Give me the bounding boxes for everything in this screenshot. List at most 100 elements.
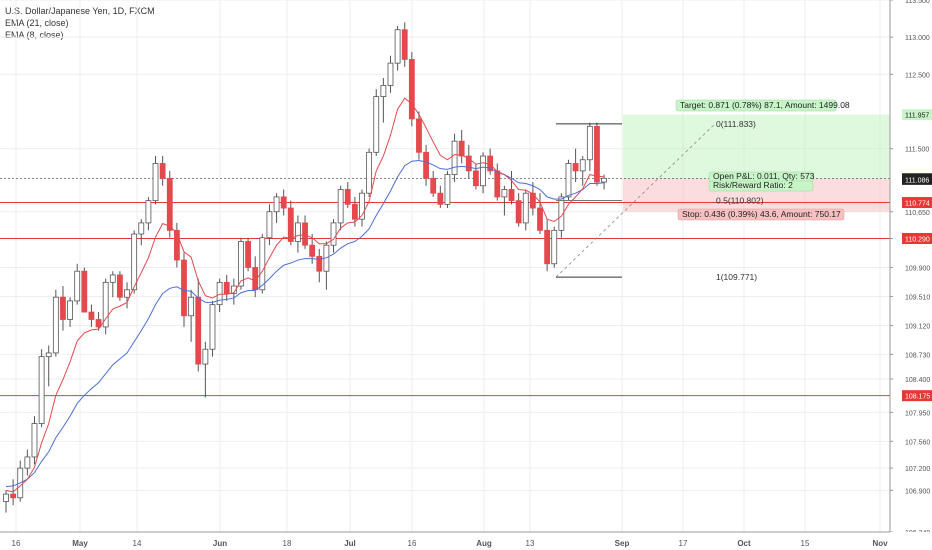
candle-body: [458, 140, 465, 157]
candle-body: [252, 267, 259, 291]
time-tick-label: Jun: [213, 539, 227, 548]
fib-trend-line: [555, 123, 716, 278]
price-label: 110.290: [905, 237, 930, 244]
candle-body: [423, 151, 429, 179]
candle-body: [195, 296, 202, 365]
stop-label-box: [677, 208, 845, 221]
candle-body: [387, 62, 394, 86]
candle: [245, 237, 251, 272]
candle-body: [266, 211, 273, 239]
price-tick-label: 108.730: [905, 352, 930, 359]
price-axis-bg: [890, 0, 932, 532]
candle-body: [173, 229, 180, 261]
candle: [209, 300, 216, 357]
candle-body: [302, 222, 308, 246]
candle-body: [74, 270, 81, 302]
candle: [551, 226, 558, 268]
candle-body: [408, 59, 415, 120]
price-label: 111.957: [905, 113, 929, 120]
candle: [544, 219, 551, 272]
candle-body: [280, 196, 287, 209]
candle: [522, 189, 529, 231]
candle: [266, 204, 273, 246]
candle-body: [522, 192, 529, 224]
candle: [565, 159, 572, 201]
candle: [451, 133, 458, 183]
candle-body: [145, 200, 152, 224]
candle-body: [166, 177, 173, 231]
price-label-box: [902, 197, 932, 209]
candle-body: [102, 281, 109, 328]
candle-body: [245, 241, 251, 268]
candle-body: [10, 493, 17, 499]
candle: [109, 271, 116, 298]
candle: [337, 185, 344, 231]
candle: [366, 148, 373, 197]
candle-body: [81, 270, 88, 313]
price-tick-label: 107.950: [905, 410, 930, 417]
price-label-box: [902, 233, 932, 245]
ema8-line: [5, 97, 605, 493]
candle: [473, 163, 479, 190]
fib-level-label: 0.5(110.802): [716, 195, 764, 205]
price-label: 108.175: [905, 394, 930, 401]
candle-body: [494, 170, 501, 198]
candle-body: [60, 296, 66, 320]
candle: [444, 170, 451, 209]
candle: [131, 230, 138, 294]
candle: [31, 416, 38, 465]
candle: [81, 267, 88, 313]
candle-body: [287, 207, 294, 242]
candle: [401, 22, 408, 67]
candle-body: [586, 125, 593, 161]
time-tick-label: 18: [283, 539, 292, 548]
stop-label: Stop: 0.436 (0.39%) 43.6, Amount: 750.17: [682, 209, 841, 219]
candle: [380, 78, 387, 123]
candle: [437, 185, 444, 209]
price-label: 110.774: [905, 201, 930, 208]
candle: [359, 189, 365, 227]
rr-label-box: [708, 180, 814, 192]
candle: [330, 219, 337, 253]
candle-body: [430, 177, 437, 194]
candle-body: [394, 29, 401, 64]
candle: [17, 460, 24, 502]
target-zone: [623, 114, 890, 179]
candle-body: [209, 304, 216, 350]
candle: [166, 170, 173, 238]
candle-body: [437, 192, 444, 205]
candle: [181, 252, 187, 327]
candle-body: [38, 356, 45, 424]
candle: [572, 148, 579, 183]
candle-body: [344, 189, 351, 205]
candle-body: [95, 319, 102, 328]
candle-body: [451, 140, 458, 176]
candle-body: [223, 281, 230, 294]
candle-body: [551, 229, 558, 265]
candle: [159, 156, 166, 186]
time-tick-label: 14: [133, 539, 142, 548]
candle-body: [601, 177, 607, 183]
candle: [259, 234, 266, 294]
candle-body: [309, 244, 316, 257]
candle: [24, 449, 31, 476]
price-label: 111.086: [905, 177, 929, 184]
candle: [373, 89, 380, 157]
candle: [586, 122, 593, 171]
candle-body: [238, 241, 244, 287]
price-label-box: [902, 390, 932, 402]
time-tick-label: Nov: [872, 539, 888, 548]
candle: [579, 156, 586, 186]
candle: [295, 215, 301, 253]
candle: [102, 278, 109, 335]
candle: [60, 286, 66, 331]
candle: [38, 349, 45, 428]
price-tick-label: 109.510: [905, 294, 930, 301]
candle-body: [3, 493, 9, 502]
candle-body: [181, 259, 187, 317]
time-tick-label: 15: [801, 539, 810, 548]
candle-body: [52, 296, 59, 354]
candle: [145, 196, 152, 231]
candle-body: [444, 174, 451, 205]
